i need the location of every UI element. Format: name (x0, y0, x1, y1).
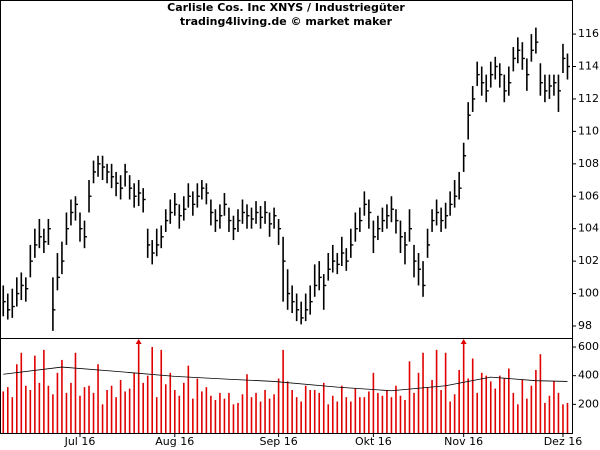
y-tick-label: 98 (578, 319, 592, 332)
volume-overflow-arrow (135, 339, 142, 344)
y-tick-label: 102 (578, 254, 599, 267)
y2-tick-label: 400 (578, 369, 599, 382)
x-tick-label: Aug 16 (155, 435, 194, 448)
volume-frame (0, 338, 573, 434)
x-tick-label: Okt 16 (355, 435, 392, 448)
chart-title: Carlisle Cos. Inc XNYS / Industriegüter (167, 1, 405, 14)
y2-tick-label: 200 (578, 397, 599, 410)
y-tick-label: 114 (578, 60, 599, 73)
y-tick-label: 108 (578, 157, 599, 170)
y-tick-label: 112 (578, 92, 599, 105)
volume-overflow-arrow (460, 339, 467, 344)
y-tick-label: 104 (578, 222, 599, 235)
x-tick-label: Jul 16 (64, 435, 96, 448)
y-tick-label: 106 (578, 189, 599, 202)
x-tick-label: Dez 16 (544, 435, 583, 448)
x-tick-label: Nov 16 (444, 435, 483, 448)
y2-tick-label: 600 (578, 340, 599, 353)
y-tick-label: 100 (578, 287, 599, 300)
volume-ma (3, 366, 568, 392)
y-tick-label: 116 (578, 27, 599, 40)
x-tick-label: Sep 16 (259, 435, 297, 448)
y-tick-label: 110 (578, 124, 599, 137)
price-frame (0, 0, 573, 339)
chart-subtitle: trading4living.de © market maker (180, 15, 393, 28)
